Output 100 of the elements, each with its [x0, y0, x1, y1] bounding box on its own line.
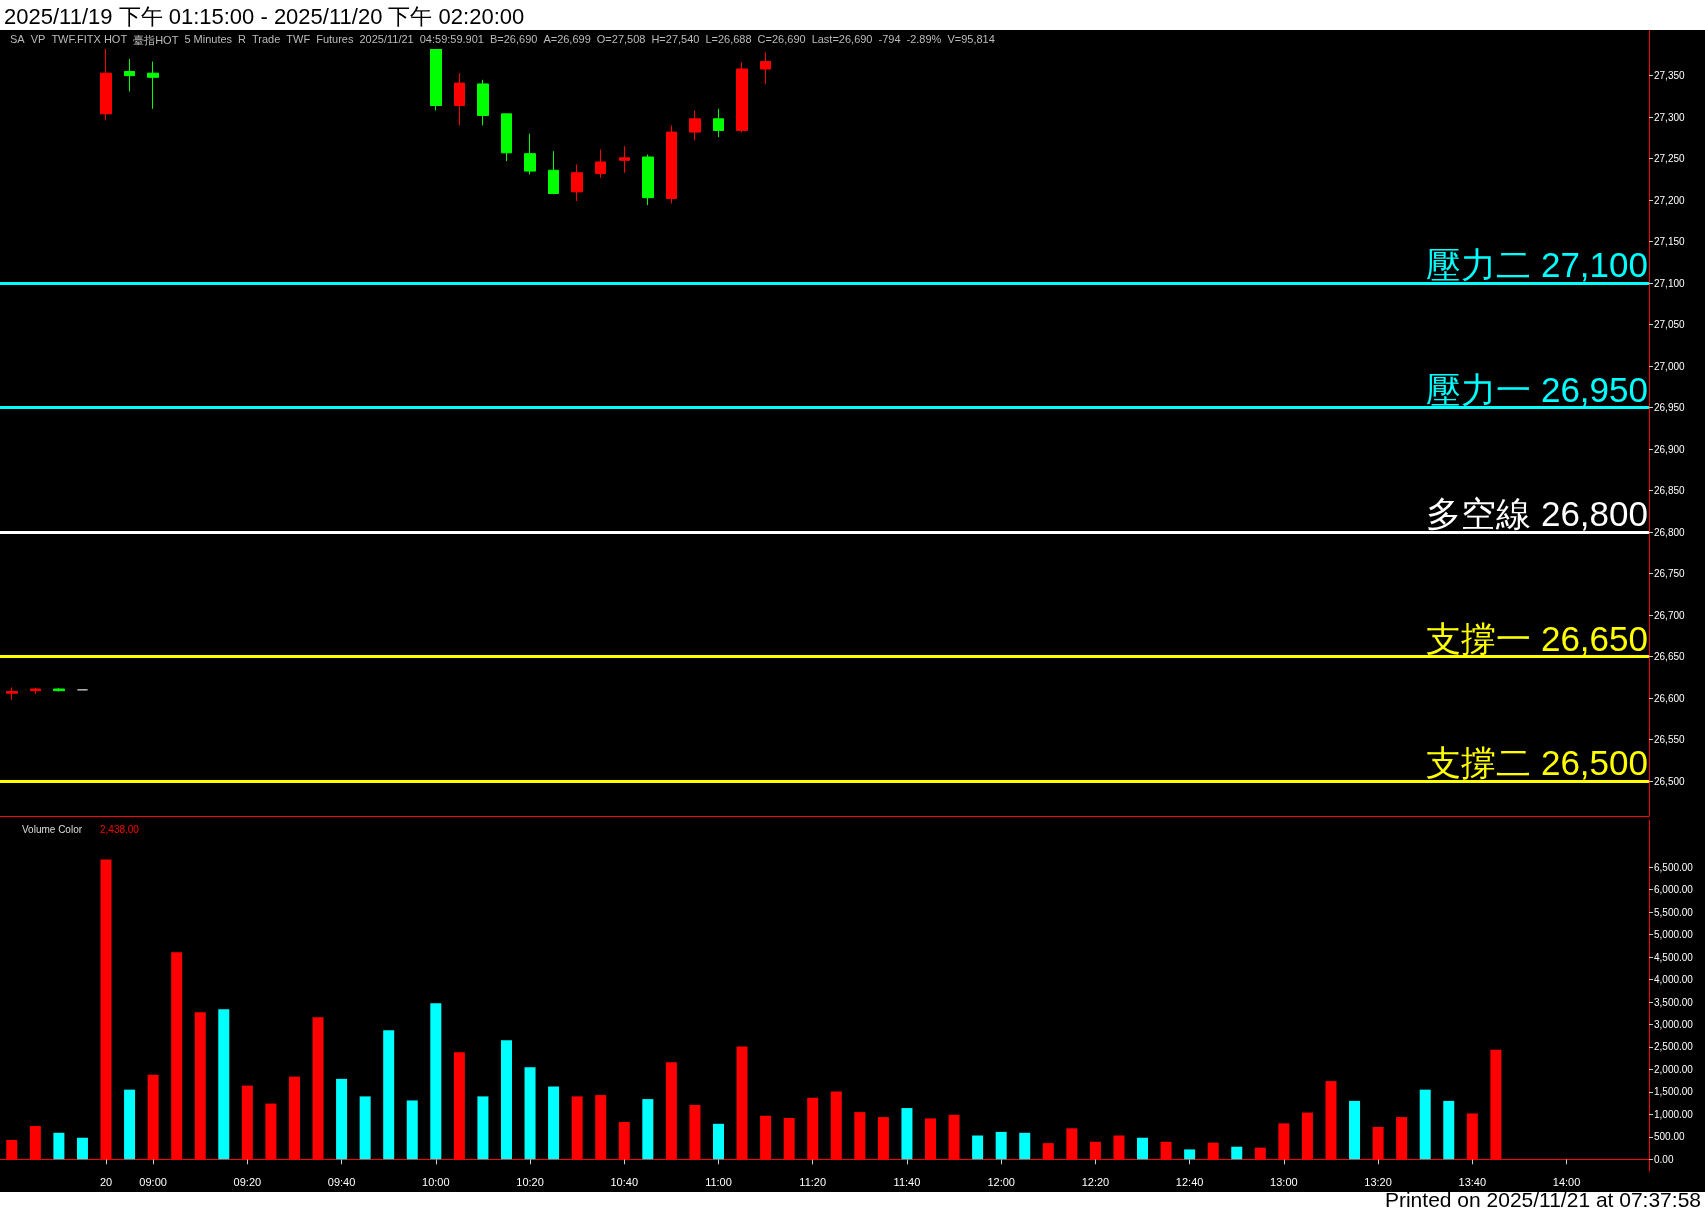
candlestick — [760, 51, 771, 85]
y-tick-label: 27,300 — [1654, 111, 1686, 123]
bar — [53, 1132, 65, 1160]
bar — [901, 1108, 913, 1160]
y-tick-label: 26,750 — [1654, 568, 1686, 580]
annotation: Trade — [252, 33, 281, 47]
y-tick-label: 26,500 — [1654, 775, 1686, 787]
annotation: R — [238, 33, 247, 47]
bar — [972, 1135, 984, 1160]
bar — [218, 1009, 230, 1160]
bar — [642, 1099, 654, 1160]
annotation: SA — [10, 33, 25, 47]
annotation: TWF — [286, 33, 311, 47]
annotation: O=27,508 — [596, 33, 646, 47]
bar — [1184, 1149, 1196, 1160]
annotation: 5 Minutes — [184, 33, 233, 47]
annotation: B=26,690 — [489, 33, 538, 47]
bar — [1137, 1137, 1149, 1160]
candlestick — [666, 124, 677, 204]
annotation: Futures — [316, 33, 354, 47]
bar — [500, 1040, 512, 1160]
bar — [359, 1096, 371, 1160]
bar — [477, 1096, 489, 1160]
annotation: A=26,699 — [543, 33, 591, 47]
annotation: L=26,688 — [705, 33, 752, 47]
ref-line-label: 多空線 26,800 — [1426, 494, 1648, 534]
candlestick — [689, 110, 701, 141]
bar — [995, 1131, 1007, 1160]
bar — [430, 1003, 442, 1160]
bar — [406, 1100, 418, 1160]
annotation: TWF.FITX HOT — [51, 33, 128, 47]
candlestick — [147, 61, 159, 110]
candlestick — [713, 108, 724, 138]
y-tick-label: 27,200 — [1654, 194, 1686, 206]
bar — [124, 1089, 136, 1160]
x-tick-label: 13:20 — [1364, 1175, 1392, 1188]
x-tick-label: 09:40 — [327, 1175, 356, 1188]
ref-line-label: 支撐二 26,500 — [1426, 743, 1648, 783]
y-tick-label: 1,500.00 — [1654, 1086, 1694, 1098]
annotation: 2,438.00 — [100, 824, 139, 835]
x-tick-label: 11:20 — [799, 1175, 827, 1188]
candlestick — [736, 61, 748, 133]
y-tick-label: 2,000.00 — [1654, 1063, 1694, 1075]
y-tick-label: 0.00 — [1654, 1153, 1674, 1165]
y-tick-label: 26,600 — [1654, 692, 1686, 704]
y-tick-label: 26,900 — [1654, 443, 1686, 455]
x-tick-label: 13:40 — [1458, 1175, 1487, 1188]
y-tick-label: 26,800 — [1654, 526, 1686, 538]
annotation: 2025/11/21 — [359, 33, 414, 47]
y-tick-label: 4,000.00 — [1654, 974, 1694, 986]
x-tick-label: 09:00 — [139, 1175, 167, 1188]
y-tick-label: 5,000.00 — [1654, 929, 1694, 941]
annotation: H=27,540 — [651, 33, 700, 47]
x-tick-label: 20 — [99, 1175, 113, 1188]
y-tick-label: 27,350 — [1654, 70, 1686, 82]
x-tick-label: 12:40 — [1175, 1175, 1204, 1188]
annotation: 臺指HOT — [133, 33, 179, 48]
x-tick-label: 13:00 — [1270, 1175, 1298, 1188]
y-tick-label: 6,500.00 — [1654, 861, 1694, 873]
candlestick — [430, 47, 442, 112]
bar — [548, 1086, 560, 1160]
candlestick — [53, 687, 65, 692]
chart-title: 2025/11/19 下午 01:15:00 - 2025/11/20 下午 02:20:00 — [4, 3, 525, 31]
candlestick — [100, 47, 112, 121]
text: Printed on 2025/11/21 at 07:37:58 — [1384, 1188, 1701, 1211]
y-tick-label: 26,850 — [1654, 485, 1686, 497]
bar — [1443, 1100, 1455, 1160]
annotation: 04:59:59.901 — [419, 33, 484, 47]
candlestick — [524, 133, 536, 175]
y-tick-label: 3,000.00 — [1654, 1018, 1694, 1030]
y-tick-label: 27,150 — [1654, 236, 1686, 248]
y-tick-label: 6,000.00 — [1654, 884, 1694, 896]
bar — [1019, 1132, 1031, 1160]
y-tick-label: 27,100 — [1654, 277, 1686, 289]
y-tick-label: 1,000.00 — [1654, 1108, 1694, 1120]
x-tick-label: 10:20 — [516, 1175, 544, 1188]
ref-line-label: 支撐一 26,650 — [1426, 618, 1648, 658]
annotation: Last=26,690 — [811, 33, 873, 47]
candlestick — [501, 113, 512, 162]
annotation: C=26,690 — [757, 33, 806, 47]
bar — [524, 1067, 536, 1160]
x-tick-label: 11:00 — [705, 1175, 732, 1188]
candlestick — [124, 58, 135, 92]
bar — [712, 1123, 724, 1160]
bar — [1419, 1089, 1431, 1160]
x-tick-label: 10:40 — [610, 1175, 639, 1188]
y-tick-label: 500.00 — [1654, 1131, 1686, 1143]
y-tick-label: 5,500.00 — [1654, 906, 1694, 918]
y-tick-label: 26,550 — [1654, 734, 1686, 746]
bar — [336, 1078, 348, 1160]
candlestick — [6, 686, 18, 701]
annotation: V=95,814 — [947, 33, 995, 47]
y-tick-label: 4,500.00 — [1654, 951, 1694, 963]
x-tick-label: 12:00 — [987, 1175, 1015, 1188]
y-tick-label: 26,650 — [1654, 651, 1686, 663]
annotation: Volume Color — [22, 824, 83, 835]
candlestick — [477, 79, 489, 126]
candlestick — [619, 145, 630, 174]
ref-line-label: 壓力二 27,100 — [1426, 245, 1648, 285]
x-tick-label: 14:00 — [1552, 1175, 1581, 1188]
